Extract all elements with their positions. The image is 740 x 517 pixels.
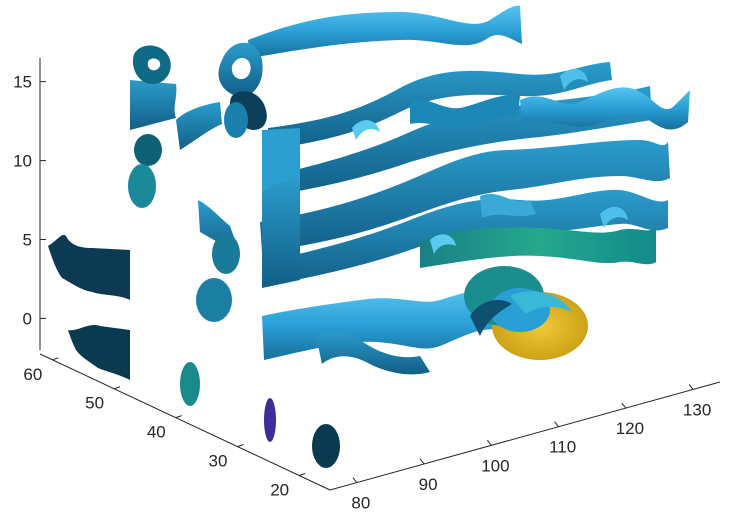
vortex-cluster-left — [128, 102, 340, 468]
y-axis-line — [39, 353, 331, 491]
streamribbon-mid-b — [262, 189, 668, 286]
vortex-swirl-blade — [470, 300, 512, 336]
streamribbon-left-e — [262, 128, 300, 190]
streamribbon-left-ring — [132, 45, 171, 85]
y-tick-mark — [175, 415, 182, 419]
ribbon-twist-accent — [430, 234, 456, 254]
vortex-swirl — [180, 362, 200, 406]
streamribbon-mid-green — [420, 227, 656, 268]
ribbon-twist-accent — [352, 120, 380, 140]
x-tick-label: 100 — [481, 456, 509, 475]
streamribbon-top — [248, 5, 522, 58]
ribbon-twist-accent — [600, 206, 628, 228]
x-tick-mark — [554, 421, 560, 428]
y-tick-mark — [113, 386, 121, 390]
x-tick-mark — [486, 439, 492, 446]
z-tick-label: 5 — [23, 231, 32, 250]
slice-patch-lower — [68, 325, 130, 380]
streamribbons — [128, 5, 690, 468]
streamribbon-left-d — [262, 176, 300, 288]
x-tick-label: 80 — [351, 494, 370, 513]
y-tick-mark — [52, 357, 59, 361]
axes: 0 5 10 15 20 30 40 50 60 80 90 100 110 120 130 — [13, 58, 721, 513]
vortex-swirl — [128, 164, 156, 208]
z-tick-label: 0 — [23, 309, 32, 328]
vortex-swirl — [224, 102, 248, 138]
x-tick-label: 90 — [419, 475, 438, 494]
x-tick-label: 130 — [683, 400, 711, 419]
y-tick-label: 60 — [23, 365, 42, 384]
ribbon-twist-accent — [560, 68, 588, 90]
x-tick-label: 110 — [549, 438, 576, 457]
x-tick-label: 120 — [616, 419, 644, 438]
tick-marks — [40, 81, 694, 483]
z-tick-label: 10 — [13, 152, 32, 171]
x-tick-mark — [352, 477, 358, 483]
y-tick-label: 50 — [85, 394, 104, 413]
streamribbon-upper-twist — [520, 87, 690, 130]
y-tick-label: 20 — [270, 481, 289, 500]
x-axis-line — [329, 381, 721, 491]
slice-patch-upper — [48, 234, 130, 300]
vortex-swirl — [196, 278, 232, 322]
x-tick-mark — [621, 402, 627, 409]
y-tick-label: 30 — [209, 452, 228, 471]
streamribbon-upper-c — [410, 95, 520, 129]
streamribbon-mid-twist — [480, 193, 536, 218]
left-slice-patches — [48, 234, 130, 380]
vortex-swirl — [134, 134, 162, 166]
vortex-cluster-right — [464, 266, 588, 360]
vortex-swirl — [212, 234, 240, 274]
y-tick-mark — [237, 444, 244, 448]
streamribbon-low — [262, 289, 500, 360]
x-tick-mark — [688, 384, 694, 390]
y-tick-mark — [298, 473, 306, 477]
y-tick-label: 40 — [147, 423, 166, 442]
x-tick-mark — [419, 458, 425, 465]
streamribbon-top-curl — [218, 42, 263, 97]
streamribbon-mid-a — [260, 140, 670, 252]
streamribbon-low-left — [316, 331, 430, 375]
streamribbon-left-column — [130, 80, 177, 130]
vortex-swirl — [264, 398, 276, 442]
z-tick-label: 15 — [13, 73, 32, 92]
tick-labels: 0 5 10 15 20 30 40 50 60 80 90 100 110 120 130 — [13, 73, 711, 513]
streamribbon-left-b — [176, 102, 222, 150]
vortex-swirl — [312, 424, 340, 468]
vortex-swirl-blade — [510, 291, 572, 314]
